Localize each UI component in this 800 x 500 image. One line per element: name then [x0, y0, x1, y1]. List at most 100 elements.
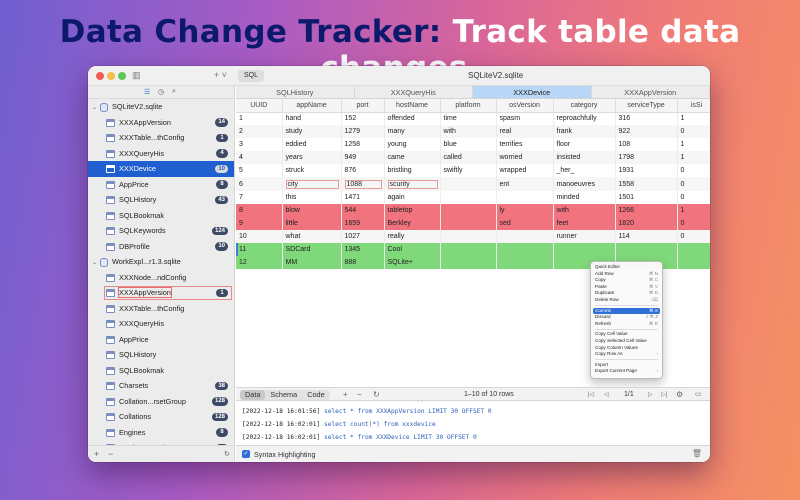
- table-row[interactable]: 2 study 1279 many with real frank 922 0: [236, 125, 710, 139]
- table-cell[interactable]: blow: [282, 203, 342, 217]
- minimize-window-button[interactable]: [107, 72, 115, 80]
- table-cell[interactable]: 0: [677, 164, 710, 178]
- table-cell[interactable]: 1931: [615, 164, 678, 178]
- sql-button[interactable]: SQL: [238, 70, 265, 82]
- table-cell[interactable]: 0: [677, 177, 710, 191]
- add-icon[interactable]: + ˅: [214, 70, 228, 80]
- table-cell[interactable]: ent: [496, 177, 554, 191]
- table-cell[interactable]: with: [440, 125, 497, 139]
- table-cell[interactable]: 1088: [341, 177, 385, 191]
- last-page-icon[interactable]: ▷|: [661, 392, 668, 398]
- add-icon[interactable]: +: [94, 449, 100, 459]
- sidebar-table-item[interactable]: XXXTable...thConfig 1: [88, 130, 234, 146]
- tab-sqlhistory[interactable]: SQLHistory: [236, 86, 355, 98]
- menu-item[interactable]: Quick Editor: [591, 264, 662, 271]
- database-item[interactable]: ⌄ WorkExpl...r1.3.sqlite: [88, 254, 234, 270]
- table-row[interactable]: 11 SDCard 1345 Cool: [236, 242, 710, 257]
- table-cell[interactable]: city: [282, 177, 342, 191]
- table-cell[interactable]: 1: [677, 203, 710, 217]
- data-tab[interactable]: Data: [240, 390, 266, 400]
- column-header[interactable]: hostName: [384, 99, 441, 113]
- table-cell[interactable]: [496, 256, 554, 270]
- table-cell[interactable]: swiftly: [440, 164, 497, 178]
- trash-icon[interactable]: 🗑: [691, 449, 702, 458]
- table-cell[interactable]: SQLite+: [384, 256, 441, 270]
- sidebar-table-item[interactable]: SQLBookmak: [88, 363, 234, 379]
- menu-item[interactable]: Copy Row As ›: [591, 351, 662, 358]
- remove-row-icon[interactable]: −: [357, 390, 362, 399]
- close-window-button[interactable]: [96, 72, 104, 80]
- table-cell[interactable]: 1659: [341, 216, 385, 230]
- table-cell[interactable]: spasm: [496, 112, 554, 126]
- table-row[interactable]: 1 hand 152 offended time spasm reproachfully 31…: [236, 112, 710, 126]
- sidebar-table-item[interactable]: AppPrice 8: [88, 177, 234, 193]
- chevron-down-icon[interactable]: ⌄: [92, 105, 98, 111]
- table-cell[interactable]: blue: [440, 138, 497, 152]
- table-cell[interactable]: real: [496, 125, 554, 139]
- sidebar-table-item[interactable]: SQLBookmak: [88, 208, 234, 224]
- sidebar-table-item[interactable]: XXXDevice 10: [88, 161, 234, 177]
- history-icon[interactable]: ◷: [158, 89, 165, 96]
- table-cell[interactable]: ly: [496, 203, 554, 217]
- table-cell[interactable]: called: [440, 151, 497, 165]
- sidebar-table-item[interactable]: AppPrice: [88, 332, 234, 348]
- table-cell[interactable]: 152: [341, 112, 385, 126]
- table-cell[interactable]: minded: [553, 190, 616, 204]
- table-cell[interactable]: 1820: [615, 216, 678, 230]
- sidebar-table-item[interactable]: XXXQueryHis 4: [88, 146, 234, 162]
- table-cell[interactable]: SDCard: [282, 242, 342, 257]
- zoom-window-button[interactable]: [118, 72, 126, 80]
- table-cell[interactable]: manoeuvres: [553, 177, 616, 191]
- column-header[interactable]: platform: [440, 99, 497, 113]
- table-cell[interactable]: 1: [677, 151, 710, 165]
- first-page-icon[interactable]: |◁: [588, 392, 595, 398]
- table-cell[interactable]: 1027: [341, 229, 385, 243]
- sidebar-table-item[interactable]: XXXNode...ndConfig: [88, 270, 234, 286]
- table-row[interactable]: 9 little 1659 Berkley sed feet 1820 0: [236, 216, 710, 230]
- table-cell[interactable]: 949: [341, 151, 385, 165]
- table-cell[interactable]: scurity: [384, 177, 441, 191]
- table-cell[interactable]: floor: [553, 138, 616, 152]
- table-cell[interactable]: little: [282, 216, 342, 230]
- sidebar-table-item[interactable]: Collations 128: [88, 409, 234, 425]
- table-cell[interactable]: 316: [615, 112, 678, 126]
- table-cell[interactable]: [677, 256, 710, 270]
- table-cell[interactable]: frank: [553, 125, 616, 139]
- table-cell[interactable]: with: [553, 203, 616, 217]
- table-row[interactable]: 3 eddied 1258 young blue terrifies floor 108 1: [236, 138, 710, 152]
- tab-xxxdevice[interactable]: XXXDevice: [473, 86, 592, 98]
- sidebar-table-item[interactable]: DBProfile 10: [88, 239, 234, 255]
- table-cell[interactable]: 1471: [341, 190, 385, 204]
- menu-item[interactable]: Import: [591, 362, 662, 369]
- menu-item[interactable]: Discard ⇧⌘ Z: [591, 314, 662, 321]
- table-cell[interactable]: 6: [236, 177, 283, 191]
- sidebar-toggle-icon[interactable]: ▥: [132, 70, 141, 80]
- menu-item[interactable]: Delete Row ⌫: [591, 297, 662, 304]
- menu-item[interactable]: Duplicate ⌘ D: [591, 290, 662, 297]
- table-cell[interactable]: offended: [384, 112, 441, 126]
- table-cell[interactable]: Cool: [384, 242, 441, 257]
- table-cell[interactable]: years: [282, 151, 342, 165]
- table-cell[interactable]: 1: [236, 112, 283, 126]
- table-cell[interactable]: [496, 190, 554, 204]
- table-cell[interactable]: struck: [282, 164, 342, 178]
- menu-item[interactable]: Export Current Page ›: [591, 368, 662, 375]
- table-cell[interactable]: 1501: [615, 190, 678, 204]
- search-icon[interactable]: ⌕: [172, 88, 176, 95]
- table-cell[interactable]: 9: [236, 216, 283, 230]
- table-cell[interactable]: MM: [282, 256, 342, 270]
- table-cell[interactable]: many: [384, 125, 441, 139]
- menu-item[interactable]: Refresh ⌘ R: [591, 321, 662, 328]
- table-cell[interactable]: hand: [282, 112, 342, 126]
- table-cell[interactable]: [615, 242, 678, 257]
- menu-item[interactable]: Copy ⌘ C: [591, 277, 662, 284]
- remove-icon[interactable]: −: [108, 449, 114, 459]
- table-cell[interactable]: eddied: [282, 138, 342, 152]
- table-cell[interactable]: 114: [615, 229, 678, 243]
- table-cell[interactable]: 0: [677, 190, 710, 204]
- table-cell[interactable]: [440, 190, 497, 204]
- list-icon[interactable]: ☰: [144, 89, 151, 96]
- table-row[interactable]: 4 years 949 came called worried insisted 1798 1: [236, 151, 710, 165]
- table-cell[interactable]: time: [440, 112, 497, 126]
- prev-page-icon[interactable]: ◁: [604, 392, 609, 398]
